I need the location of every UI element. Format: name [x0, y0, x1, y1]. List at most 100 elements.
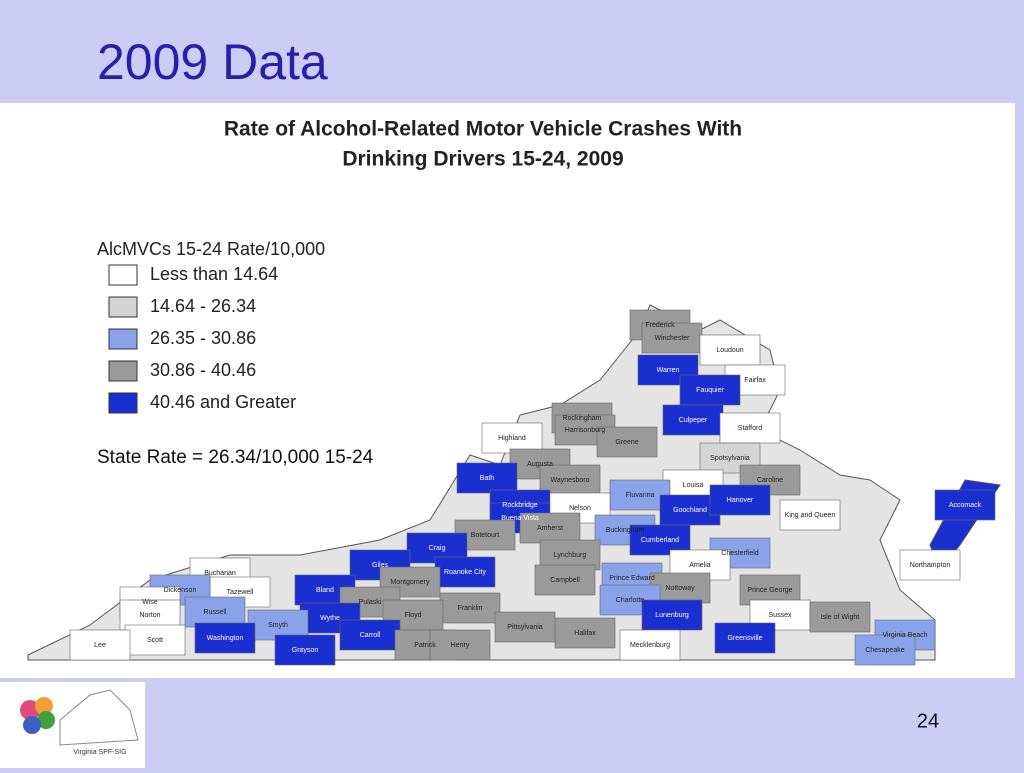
county-label: Hanover — [727, 497, 754, 504]
county-patch — [699, 334, 761, 366]
legend-label: 30.86 - 40.46 — [150, 360, 256, 380]
county-label: Wythe — [320, 615, 340, 622]
county-label: Henry — [451, 642, 470, 649]
logo-petal — [35, 697, 53, 715]
map-title: Rate of Alcohol-Related Motor Vehicle Cr… — [224, 118, 742, 141]
county-label: Campbell — [550, 577, 580, 584]
county-label: Frederick — [645, 322, 675, 329]
county-patch — [124, 624, 186, 656]
county-label: Nelson — [569, 505, 591, 512]
map-title: Drinking Drivers 15-24, 2009 — [342, 148, 623, 171]
county-label: Roanoke City — [444, 569, 487, 576]
county-patch — [534, 564, 596, 596]
county-patch — [184, 596, 246, 628]
county-patch — [539, 464, 601, 496]
county-label: Highland — [498, 435, 526, 442]
county-label: Prince Edward — [609, 575, 655, 582]
county-patch — [714, 622, 776, 654]
county-label: Greene — [615, 439, 638, 446]
legend-swatch — [108, 392, 138, 414]
county-label: Washington — [207, 635, 244, 642]
county-label: Patrick — [414, 642, 436, 649]
county-label: Goochland — [673, 507, 707, 514]
county-patch — [662, 404, 724, 436]
legend-label: 26.35 - 30.86 — [150, 328, 256, 348]
county-label: Winchester — [654, 335, 690, 342]
county-label: Stafford — [738, 425, 762, 432]
legend-box — [95, 236, 411, 411]
county-label: Norton — [139, 612, 160, 619]
county-patch — [274, 634, 336, 666]
county-label: Franklin — [458, 605, 483, 612]
county-label: Prince George — [747, 587, 792, 594]
county-label: Montgomery — [391, 579, 430, 586]
county-label: Buchanan — [204, 570, 236, 577]
county-label: Warren — [657, 367, 680, 374]
county-label: Augusta — [527, 461, 553, 468]
county-label: Buckingham — [606, 527, 645, 534]
county-patch — [779, 499, 841, 531]
county-label: Fluvanna — [626, 492, 655, 499]
legend-title: AlcMVCs 15-24 Rate/10,000 — [97, 239, 325, 259]
county-label: Loudoun — [716, 347, 743, 354]
county-label: Smyth — [268, 622, 288, 629]
legend-label: 40.46 and Greater — [150, 392, 296, 412]
county-label: Fairfax — [744, 377, 766, 384]
county-label: Russell — [204, 609, 227, 616]
county-label: King and Queen — [785, 512, 836, 519]
county-patch — [641, 599, 703, 631]
county-label: Greensville — [727, 635, 762, 642]
county-label: Spotsylvania — [710, 455, 750, 462]
logo-petal — [37, 711, 55, 729]
legend-swatch — [108, 328, 138, 350]
county-patch — [934, 489, 996, 521]
county-label: Grayson — [292, 647, 319, 654]
county-label: Pulaski — [359, 599, 382, 606]
county-label: Tazewell — [227, 589, 254, 596]
county-label: Chesapeake — [865, 647, 904, 654]
logo-petal — [20, 700, 40, 720]
county-patch — [494, 611, 556, 643]
county-patch — [809, 601, 871, 633]
county-patch — [194, 622, 256, 654]
county-label: Waynesboro — [550, 477, 589, 484]
county-patch — [69, 629, 131, 661]
county-label: Chesterfield — [721, 550, 758, 557]
county-patch — [719, 412, 781, 444]
county-patch — [519, 512, 581, 544]
county-patch — [554, 617, 616, 649]
county-label: Lynchburg — [554, 552, 587, 559]
county-patch — [339, 619, 401, 651]
county-label: Buena Vista — [501, 515, 539, 522]
county-label: Scott — [147, 637, 163, 644]
counties: Frederick Winchester Loudoun Fairfax Warren F… — [69, 309, 996, 666]
page-number: 24 — [917, 710, 939, 732]
county-label: Lee — [94, 642, 106, 649]
county-label: Sussex — [769, 612, 792, 619]
county-label: Charlotte — [616, 597, 645, 604]
legend-swatch — [108, 296, 138, 318]
county-patch — [854, 634, 916, 666]
county-label: Amelia — [689, 562, 711, 569]
county-label: Dickenson — [164, 587, 197, 594]
county-label: Rockbridge — [502, 502, 538, 509]
county-patch — [456, 462, 518, 494]
state-rate: State Rate = 26.34/10,000 15-24 — [97, 447, 374, 468]
county-label: Cumberland — [641, 537, 679, 544]
county-label: Amherst — [537, 525, 563, 532]
logo-petal — [23, 716, 41, 734]
county-patch — [619, 629, 681, 661]
county-patch — [439, 592, 501, 624]
county-patch — [679, 374, 741, 406]
county-label: Botetourt — [471, 532, 499, 539]
county-label: Halifax — [574, 630, 596, 637]
county-label: Bath — [480, 475, 495, 482]
legend-swatch — [108, 360, 138, 382]
county-label: Culpeper — [679, 417, 708, 424]
county-label: Carroll — [360, 632, 381, 639]
county-label: Rockingham — [563, 415, 602, 422]
legend: Less than 14.64 14.64 - 26.34 26.35 - 30.8… — [108, 264, 296, 414]
legend-label: Less than 14.64 — [150, 264, 278, 284]
